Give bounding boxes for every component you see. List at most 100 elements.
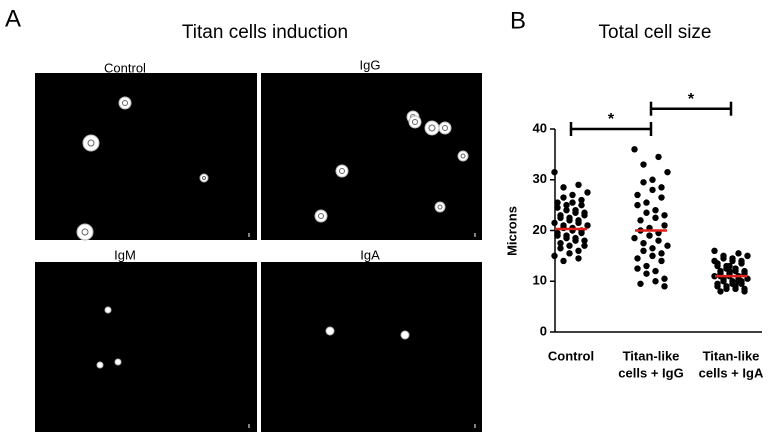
data-point — [661, 275, 668, 282]
data-point — [569, 199, 576, 206]
data-point — [726, 262, 733, 270]
data-point — [726, 267, 733, 275]
data-point — [554, 199, 561, 206]
data-point — [652, 214, 659, 222]
data-point — [649, 245, 656, 252]
chart-title: Total cell size — [599, 22, 712, 43]
x-tick-label: cells + IgG — [618, 365, 683, 380]
data-point — [634, 201, 641, 209]
data-point — [664, 168, 671, 176]
data-point — [563, 207, 570, 214]
data-point — [563, 201, 570, 209]
data-point — [551, 219, 558, 227]
y-tick-label: 0 — [540, 323, 547, 338]
x-tick-label: Control — [548, 348, 594, 363]
data-point — [640, 161, 647, 168]
data-point — [711, 257, 718, 265]
data-point — [649, 186, 656, 194]
x-tick-label: Titan-like — [623, 348, 680, 363]
y-tick-label: 30 — [533, 171, 547, 186]
data-point — [643, 209, 650, 216]
data-point — [637, 280, 644, 287]
x-tick-label: cells + IgA — [699, 365, 764, 380]
data-point — [634, 255, 641, 262]
image-label: IgG — [360, 57, 381, 72]
data-point — [658, 194, 665, 201]
data-point — [640, 179, 647, 186]
data-point — [735, 250, 742, 257]
data-point — [572, 237, 579, 244]
data-point — [575, 247, 582, 254]
data-point — [578, 201, 585, 209]
data-point — [581, 237, 588, 244]
data-point — [723, 285, 730, 293]
data-point — [711, 247, 718, 254]
image-label: IgA — [360, 247, 380, 262]
data-point — [661, 212, 668, 219]
image-label: Control — [104, 60, 146, 75]
data-point — [557, 239, 564, 247]
data-point — [652, 207, 659, 214]
panel-title: Titan cells induction — [182, 22, 348, 43]
data-point — [554, 232, 561, 239]
data-point — [584, 189, 591, 196]
data-point — [634, 191, 641, 199]
data-point — [658, 250, 665, 257]
panel-label: B — [510, 7, 526, 34]
significance-label: * — [608, 111, 615, 128]
significance-label: * — [688, 91, 695, 108]
data-point — [566, 217, 573, 224]
data-point — [575, 255, 582, 262]
image-label: IgM — [114, 247, 136, 262]
data-point — [637, 217, 644, 224]
data-point — [717, 288, 724, 295]
data-point — [569, 191, 576, 199]
y-tick-label: 10 — [533, 273, 547, 288]
data-point — [575, 219, 582, 227]
data-point — [732, 285, 739, 293]
data-point — [575, 181, 582, 189]
y-tick-label: 40 — [533, 120, 547, 135]
data-point — [646, 232, 653, 239]
y-tick-label: 20 — [533, 222, 547, 237]
data-point — [738, 260, 745, 267]
image — [35, 73, 257, 240]
image — [261, 262, 482, 432]
data-point — [714, 262, 721, 270]
data-point — [741, 288, 748, 295]
image — [261, 73, 482, 240]
panel-label: A — [5, 5, 21, 32]
data-point — [631, 146, 638, 153]
micrographs — [35, 73, 482, 432]
data-point — [655, 153, 662, 161]
data-point — [566, 250, 573, 257]
data-point — [652, 278, 659, 285]
data-point — [551, 168, 558, 176]
data-point — [643, 262, 650, 270]
data-point — [634, 265, 641, 272]
data-point — [652, 267, 659, 275]
data-point — [720, 278, 727, 285]
data-point — [563, 234, 570, 242]
data-point — [578, 196, 585, 204]
data-point — [557, 214, 564, 222]
data-point — [649, 176, 656, 183]
data-point — [557, 245, 564, 252]
data-point — [711, 272, 718, 280]
data-point — [551, 252, 558, 260]
data-point — [729, 257, 736, 265]
data-point — [714, 283, 721, 290]
data-point — [584, 222, 591, 229]
y-axis-label: Microns — [504, 206, 519, 256]
image — [35, 262, 257, 432]
data-point — [735, 278, 742, 285]
data-point — [658, 184, 665, 191]
data-point — [581, 212, 588, 219]
data-point — [560, 257, 567, 265]
data-point — [578, 229, 585, 237]
data-point — [655, 237, 662, 244]
data-point — [661, 222, 668, 229]
data-point — [560, 184, 567, 191]
data-point — [572, 209, 579, 216]
